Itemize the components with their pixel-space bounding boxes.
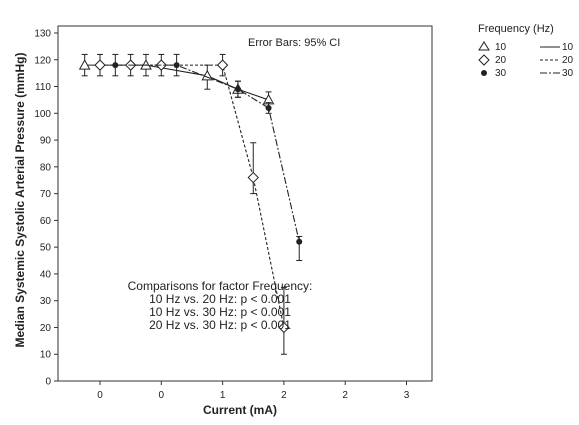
y-tick-label: 0 [45,377,51,388]
legend: Frequency (Hz) 10 10 20 20 30 30 [478,23,574,79]
x-tick-label: 0 [159,390,165,401]
y-tick-label: 130 [34,29,51,40]
series-layer [78,53,303,355]
legend-line-label: 10 [562,42,574,53]
legend-entry-30: 30 30 [481,68,574,79]
plot-frame [57,25,433,382]
legend-entry-10: 10 10 [478,41,574,53]
y-tick-label: 40 [40,269,52,280]
data-point-diamond [94,59,106,71]
data-point-circle [234,86,241,93]
error-bar-note: Error Bars: 95% CI [248,37,340,49]
y-tick-label: 30 [40,296,52,307]
data-point-circle [265,104,272,111]
y-tick-label: 100 [34,109,51,120]
x-tick-label: 1 [220,390,226,401]
y-tick-label: 60 [40,216,52,227]
legend-marker-diamond [478,54,490,66]
legend-label: 20 [495,55,507,66]
series-line [115,64,300,242]
series-30 [112,53,303,262]
x-tick-label: 2 [342,390,348,401]
y-tick-label: 20 [40,323,52,334]
annotation-line: 10 Hz vs. 30 Hz: p < 0.001 [149,305,291,319]
y-tick-label: 10 [40,350,52,361]
y-tick-label: 50 [40,243,52,254]
axis-ticks: 0 10 20 30 40 50 60 70 80 90 100 110 120 130 0 0 1 2 2 3 [34,29,409,402]
y-tick-label: 80 [40,162,52,173]
data-point-circle [173,62,180,69]
y-tick-label: 70 [40,189,52,200]
annotation-line: Comparisons for factor Frequency: [128,279,313,293]
y-tick-label: 120 [34,55,51,66]
legend-entry-20: 20 20 [478,54,574,66]
x-tick-label: 3 [404,390,410,401]
legend-marker-circle [481,70,487,76]
comparison-annotation: Comparisons for factor Frequency: 10 Hz … [128,279,313,332]
annotation-line: 10 Hz vs. 20 Hz: p < 0.001 [149,292,291,306]
data-point-diamond [247,171,259,184]
x-tick-label: 0 [97,390,103,401]
y-tick-label: 110 [35,82,51,93]
y-tick-label: 90 [40,136,52,147]
legend-label: 30 [495,68,507,79]
legend-line-label: 30 [562,68,574,79]
data-point-diamond [216,59,229,71]
annotation-line: 20 Hz vs. 30 Hz: p < 0.001 [149,318,291,332]
data-point-triangle [78,59,91,70]
data-point-diamond [278,321,290,334]
legend-label: 10 [495,42,507,53]
data-point-circle [296,238,303,245]
x-tick-label: 2 [281,390,287,401]
x-axis-title: Current (mA) [203,403,277,417]
y-axis-title: Median Systemic Systolic Arterial Pressu… [13,53,27,348]
legend-marker-triangle [478,41,490,51]
legend-line-label: 20 [562,55,574,66]
data-point-circle [112,62,119,69]
legend-title: Frequency (Hz) [478,23,554,35]
